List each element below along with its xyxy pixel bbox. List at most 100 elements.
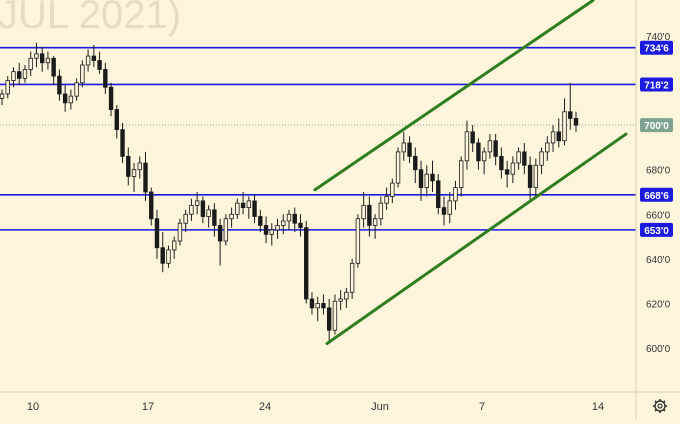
candle-body xyxy=(527,164,533,188)
candle-body xyxy=(240,202,246,208)
candle-body xyxy=(395,151,401,184)
candle-body xyxy=(504,169,510,175)
candle-body xyxy=(160,247,165,264)
candle-body xyxy=(177,222,183,242)
candle-body xyxy=(545,142,550,153)
candle-body xyxy=(372,218,378,226)
candle-body xyxy=(326,307,332,331)
candle-body xyxy=(418,169,424,188)
candle-body xyxy=(344,291,349,300)
candle-body xyxy=(120,129,125,157)
candle-body xyxy=(338,298,343,302)
candle-body xyxy=(51,57,56,77)
candle-body xyxy=(45,57,51,64)
x-tick-label: 10 xyxy=(27,401,39,413)
candle-body xyxy=(309,298,315,309)
candle-body xyxy=(516,151,521,164)
candle-body xyxy=(131,169,137,177)
candle-body xyxy=(493,140,498,157)
candle-body xyxy=(550,131,556,144)
candle-body xyxy=(126,155,131,177)
level-badge xyxy=(640,222,673,237)
candle-body xyxy=(68,95,74,104)
level-badge xyxy=(640,40,673,55)
level-badge xyxy=(640,77,673,92)
channel-line-upper xyxy=(313,0,595,192)
candle-body xyxy=(166,249,171,264)
level-badge-label: 653'0 xyxy=(644,226,669,237)
candle-body xyxy=(74,82,79,97)
y-tick-label: 680'0 xyxy=(646,166,671,177)
candle-body xyxy=(85,55,91,66)
candle-body xyxy=(143,162,148,193)
x-tick-label: 14 xyxy=(592,401,604,413)
candle-body xyxy=(499,155,504,171)
candle-body xyxy=(424,173,429,188)
candle-body xyxy=(22,69,28,79)
x-tick-label: 24 xyxy=(259,401,271,413)
candle-body xyxy=(103,69,108,88)
candle-body xyxy=(458,160,464,188)
candle-body xyxy=(441,207,447,215)
candle-body xyxy=(212,209,217,226)
level-badge-label: 718'2 xyxy=(644,80,669,91)
x-tick-label: Jun xyxy=(371,401,389,413)
candle-body xyxy=(194,200,200,206)
candle-body xyxy=(349,262,355,293)
candle-body xyxy=(367,204,372,226)
candle-body xyxy=(62,93,68,104)
candle-body xyxy=(275,225,280,231)
candle-body xyxy=(304,227,309,300)
candles xyxy=(0,42,579,344)
candle-body xyxy=(533,164,539,188)
candle-body xyxy=(80,64,85,84)
x-tick-label: 17 xyxy=(142,401,154,413)
candle-body xyxy=(430,173,435,182)
candle-body xyxy=(436,180,441,209)
candle-body xyxy=(390,182,395,197)
candle-body xyxy=(34,53,39,59)
candle-body xyxy=(108,86,114,110)
candle-body xyxy=(206,209,211,217)
candle-body xyxy=(200,200,206,217)
candle-body xyxy=(91,55,97,61)
candle-body xyxy=(258,216,263,226)
candle-body xyxy=(229,213,234,220)
trend-channel xyxy=(313,0,628,346)
candle-body xyxy=(286,213,292,222)
candle-body xyxy=(252,200,257,217)
candle-body xyxy=(401,142,406,153)
candle-body xyxy=(11,71,16,81)
candle-body xyxy=(384,196,389,204)
candle-body xyxy=(97,60,102,70)
candle-body xyxy=(217,225,223,242)
candle-body xyxy=(361,204,366,220)
candle-body xyxy=(149,191,154,220)
candle-body xyxy=(481,151,487,162)
candle-body xyxy=(556,131,561,142)
candle-body xyxy=(292,213,297,224)
last-price-badge xyxy=(640,118,673,133)
candle-body xyxy=(447,200,452,215)
price-badges: 734'6 718'2 668'6 653'0 700'0 xyxy=(640,40,673,237)
watermark-title: JUL 2021) xyxy=(0,0,181,37)
x-axis-labels: 10 17 24 Jun 7 14 xyxy=(27,401,604,413)
gear-icon[interactable] xyxy=(653,399,667,413)
candle-body xyxy=(114,109,119,130)
candle-body xyxy=(263,225,269,235)
candle-body xyxy=(17,71,22,79)
candle-body xyxy=(562,111,567,142)
level-badge-label: 668'6 xyxy=(644,191,669,202)
candle-body xyxy=(154,218,160,249)
y-tick-label: 600'0 xyxy=(646,344,671,355)
candle-body xyxy=(464,131,470,162)
x-tick-label: 7 xyxy=(479,401,485,413)
candle-body xyxy=(235,202,240,215)
candle-body xyxy=(476,142,481,162)
candle-body xyxy=(355,218,361,264)
candle-body xyxy=(315,303,320,309)
candle-body xyxy=(568,111,573,119)
candle-body xyxy=(510,162,516,175)
